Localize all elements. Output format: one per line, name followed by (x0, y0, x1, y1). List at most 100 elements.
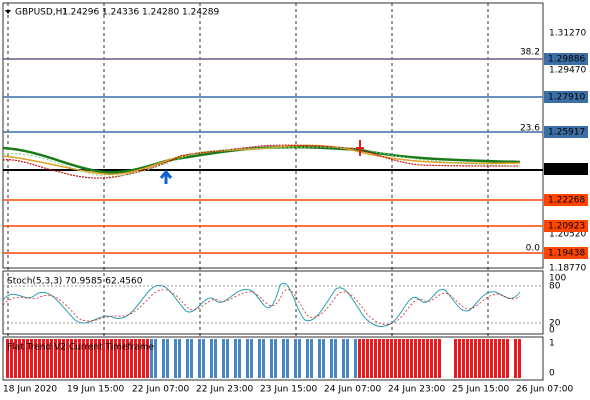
flat-bar (390, 339, 393, 378)
flat-bar (318, 339, 321, 378)
fib-label: 23.6 (520, 124, 540, 134)
flat-bar (214, 339, 217, 378)
flat-bar (14, 339, 17, 378)
flat-trend-histogram (6, 339, 521, 378)
flat-bar (238, 339, 241, 378)
flat-bar (330, 339, 333, 378)
flat-bar (146, 339, 149, 378)
stoch-drawing (2, 282, 521, 327)
flat-bar (210, 339, 213, 378)
flat-bar (174, 339, 177, 378)
flat-bar (266, 339, 269, 378)
flat-bar (282, 339, 285, 378)
flat-bar (386, 339, 389, 378)
level-label: 1.22268 (548, 196, 585, 206)
level-label: 1.25917 (548, 128, 585, 138)
flat-bar (394, 339, 397, 378)
flat-bar (466, 339, 469, 378)
texts: GBPUSD,H11.24296 1.24336 1.24280 1.24289 1.3… (3, 8, 588, 395)
flat-bar (46, 339, 49, 378)
flat-bar (302, 339, 305, 378)
flat-bar (194, 339, 197, 378)
flat-bar (6, 339, 9, 378)
level-box (544, 126, 588, 138)
vertical-grid (7, 3, 489, 380)
flat-bar (438, 339, 441, 378)
flat-bar (42, 339, 45, 378)
flat-bar (142, 339, 145, 378)
flat-bar (246, 339, 249, 378)
flat-bar (490, 339, 493, 378)
time-label: 24 Jun 07:00 (324, 385, 381, 395)
flat-bar (502, 339, 505, 378)
flat-bar (170, 339, 173, 378)
level-box (544, 53, 588, 65)
flat-bar (482, 339, 485, 378)
flat-bar (350, 339, 353, 378)
flat-bar (458, 339, 461, 378)
flat-bar (362, 339, 365, 378)
flat-bar (322, 339, 325, 378)
flat-bar (402, 339, 405, 378)
flat-bar (218, 339, 221, 378)
time-label: 19 Jun 15:00 (67, 385, 124, 395)
flat-bar (54, 339, 57, 378)
level-box (544, 163, 588, 175)
flat-bar (230, 339, 233, 378)
flat-bar (130, 339, 133, 378)
flat-bar (446, 339, 449, 378)
level-label: 1.23989 (548, 165, 585, 175)
flat-bar (514, 339, 517, 378)
flat-bar (374, 339, 377, 378)
flat-bar (126, 339, 129, 378)
flat-bar (518, 339, 521, 378)
flat-bar (90, 339, 93, 378)
flat-bar (354, 339, 357, 378)
flat-bar (198, 339, 201, 378)
flat-bar (506, 339, 509, 378)
flat-bar (178, 339, 181, 378)
flat-bar (418, 339, 421, 378)
stoch-axis: 0 (549, 326, 555, 336)
fib-label: 0.0 (526, 244, 541, 254)
flat-bar (250, 339, 253, 378)
flat-bar (338, 339, 341, 378)
flat-bar (242, 339, 245, 378)
flat-bar (118, 339, 121, 378)
flat-bar (58, 339, 61, 378)
time-label: 18 Jun 2020 (3, 385, 57, 395)
level-box (544, 220, 588, 232)
flat-bar (86, 339, 89, 378)
flat-bar (262, 339, 265, 378)
quote-value: 1.24289 (182, 8, 219, 18)
flat-bar (434, 339, 437, 378)
flat-bar (138, 339, 141, 378)
stoch-axis: 100 (549, 274, 566, 284)
flat-bar (498, 339, 501, 378)
flat-bar (278, 339, 281, 378)
time-label: 25 Jun 15:00 (452, 385, 509, 395)
quote-value: 1.24336 (102, 8, 139, 18)
flat-bar (370, 339, 373, 378)
flat-bar (398, 339, 401, 378)
flat-bar (294, 339, 297, 378)
flat-bar (18, 339, 21, 378)
level-label: 1.29886 (548, 55, 585, 65)
flat-bar (450, 339, 453, 378)
flat-bar (430, 339, 433, 378)
flat-bar (274, 339, 277, 378)
flat-bar (510, 339, 513, 378)
flat-bar (286, 339, 289, 378)
price-label: 1.18770 (549, 264, 586, 274)
flat-bar (310, 339, 313, 378)
flat-bar (114, 339, 117, 378)
flat-bar (406, 339, 409, 378)
time-label: 23 Jun 15:00 (260, 385, 317, 395)
level-label: 1.19438 (548, 249, 585, 259)
level-box (544, 91, 588, 103)
flat-bar (442, 339, 445, 378)
flat-bar (134, 339, 137, 378)
flat-bar (206, 339, 209, 378)
flat-bar (342, 339, 345, 378)
flat-bar (102, 339, 105, 378)
